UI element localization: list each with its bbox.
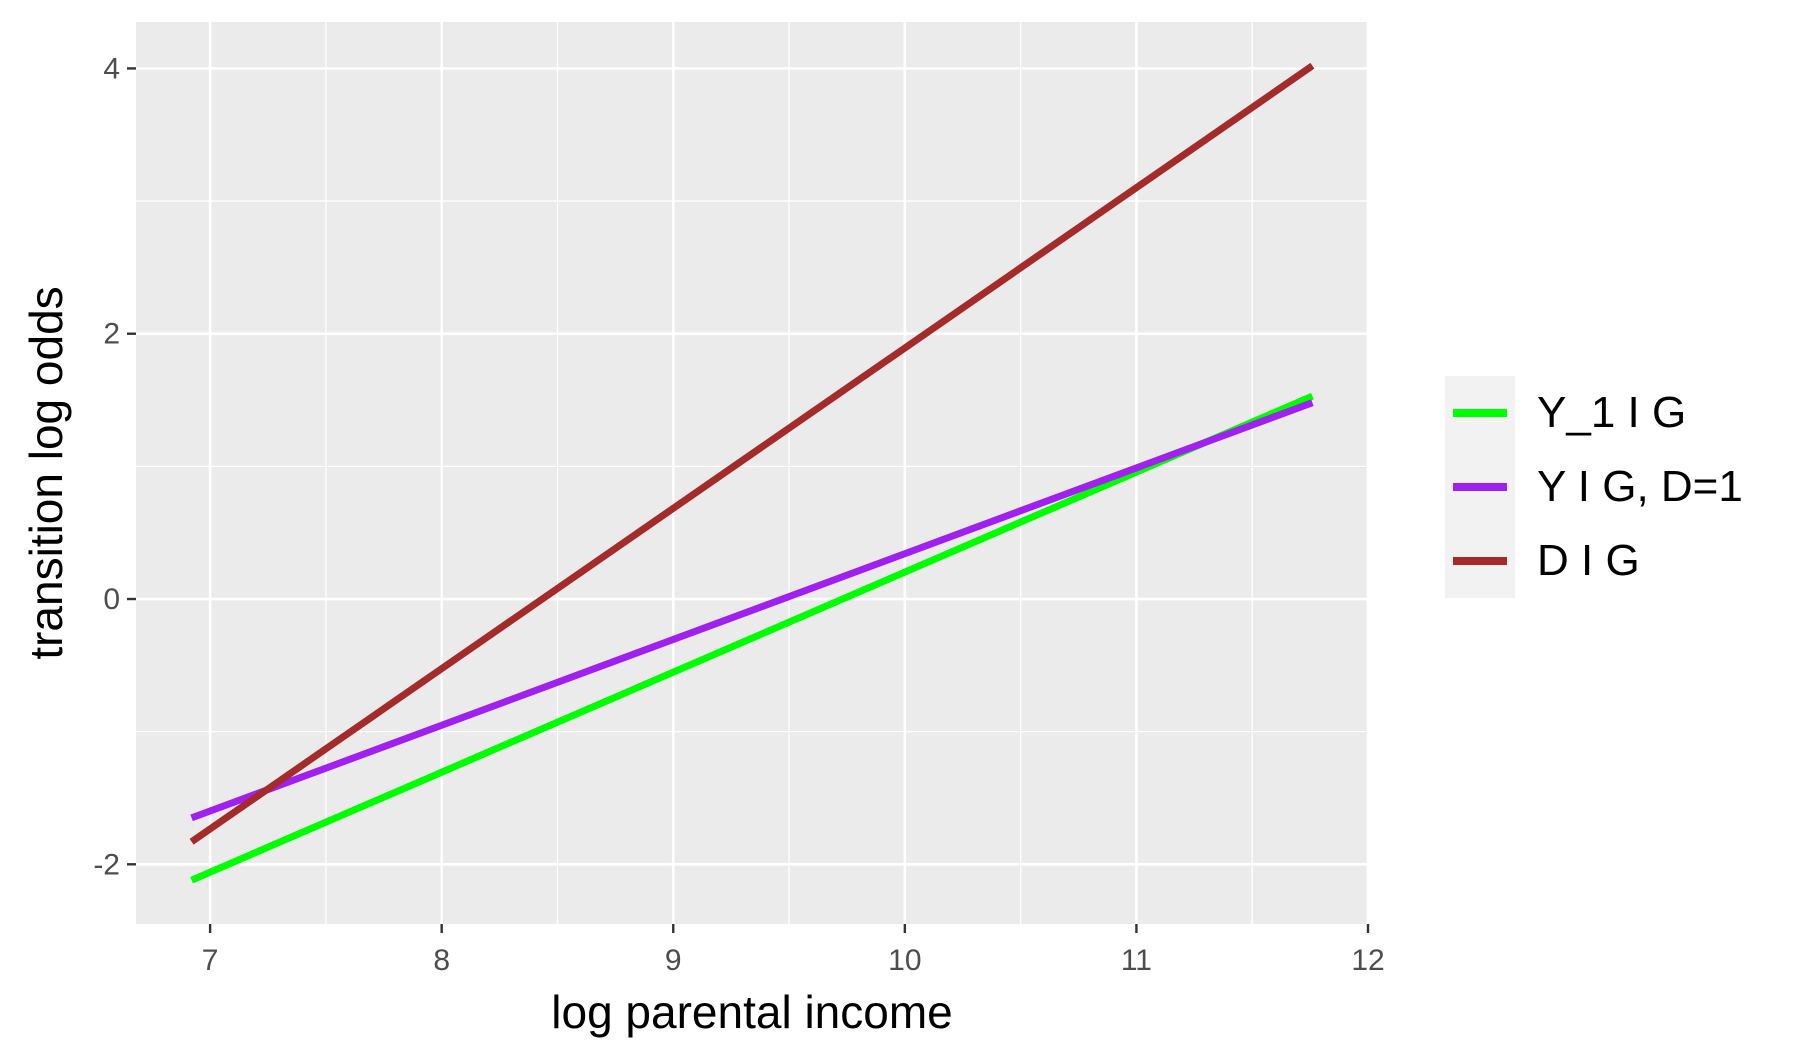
x-tick-label: 8 [433,944,450,977]
x-axis-title: log parental income [551,986,952,1038]
legend-item: D I G [1445,524,1640,598]
legend-swatch [1453,557,1507,565]
legend-swatch [1453,483,1507,491]
y-tick-label: 2 [103,318,120,351]
series-line-3 [189,62,1315,845]
y-tick-label: -2 [93,848,120,881]
x-tick-label: 9 [665,944,682,977]
legend-label: Y I G, D=1 [1537,462,1743,511]
x-tick-label: 12 [1351,944,1384,977]
legend-item: Y I G, D=1 [1445,450,1743,524]
y-tick-label: 0 [103,583,120,616]
legend-label: D I G [1537,536,1640,585]
x-tick-label: 10 [888,944,921,977]
legend-item: Y_1 I G [1445,376,1686,450]
y-tick-label: 4 [103,52,120,85]
legend-key [1445,376,1515,450]
minor-gridlines [136,22,1368,924]
y-axis: -2 0 2 4 [93,52,136,881]
legend-key [1445,524,1515,598]
y-axis-title: transition log odds [20,286,72,659]
series-line-2 [190,399,1314,822]
x-tick-label: 7 [202,944,219,977]
series-line-1 [190,392,1314,884]
x-tick-label: 11 [1121,944,1152,977]
legend-swatch [1453,409,1507,417]
series-layer [189,62,1315,884]
legend-key [1445,450,1515,524]
x-axis: 7 8 9 10 11 12 [202,924,1385,977]
legend-label: Y_1 I G [1537,388,1687,437]
